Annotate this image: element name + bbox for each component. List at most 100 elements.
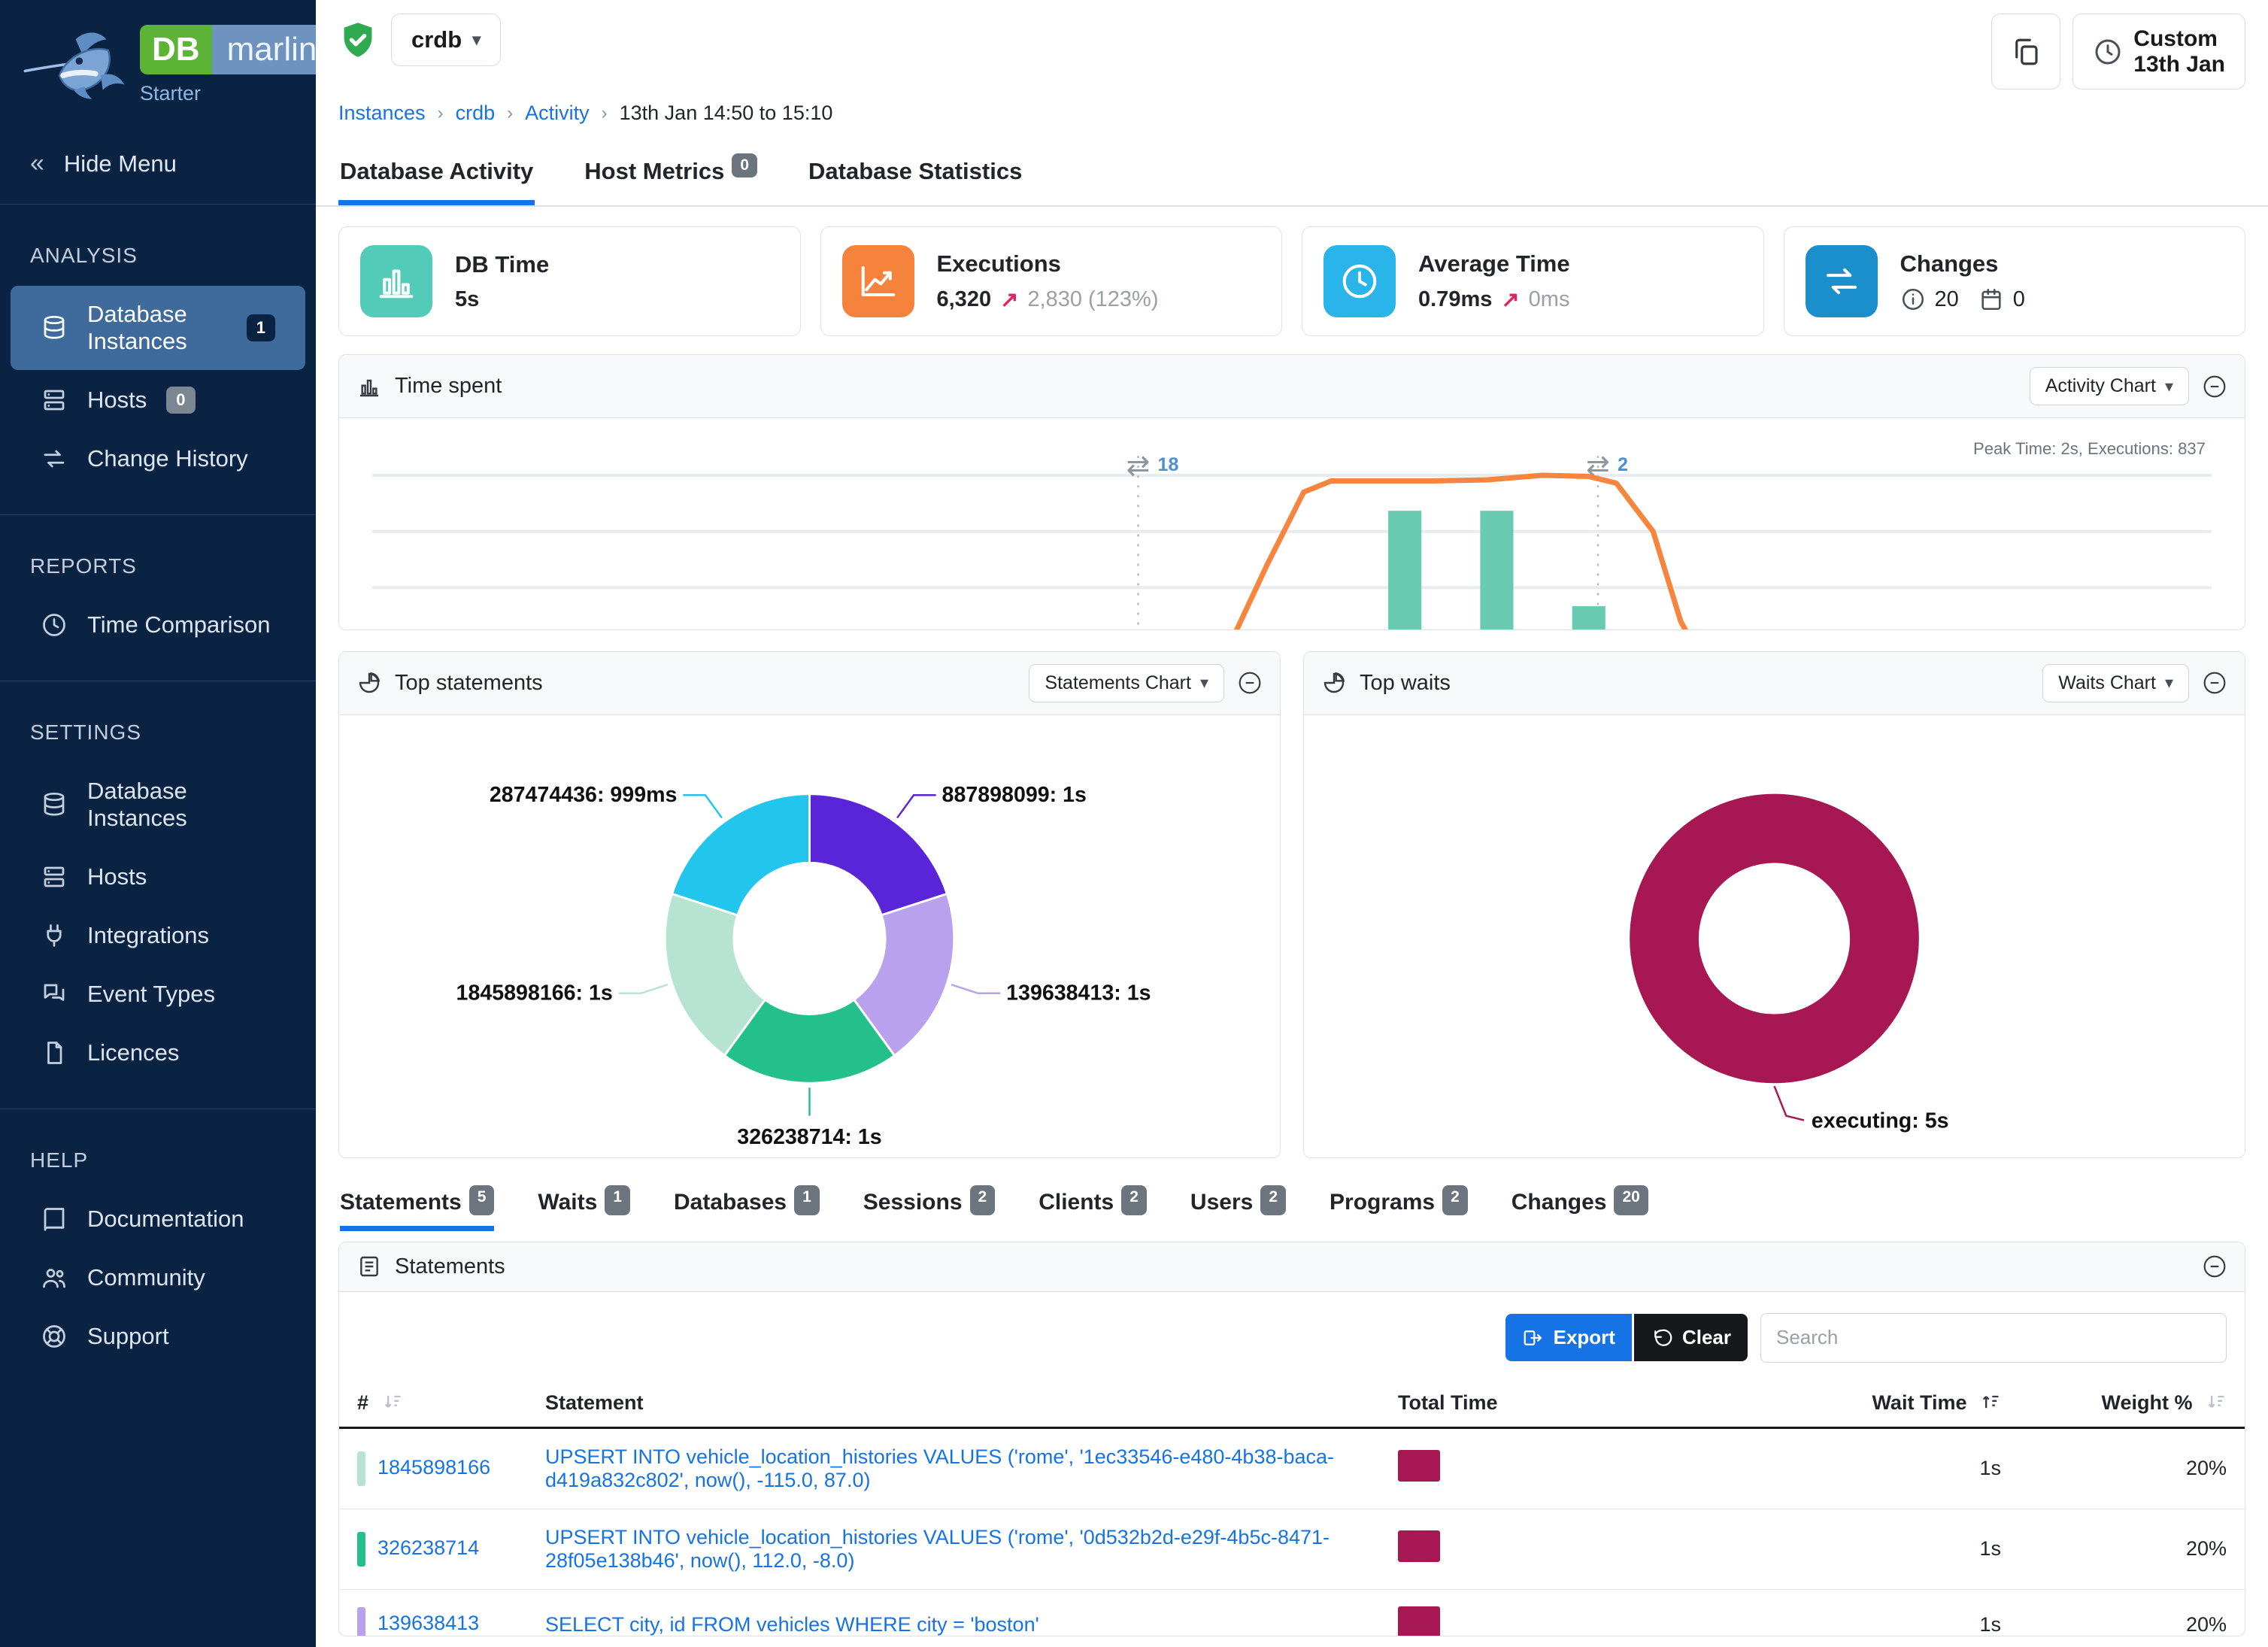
detail-tab-label: Programs [1330, 1189, 1436, 1215]
breadcrumb-instances[interactable]: Instances [338, 102, 426, 125]
detail-tab-statements[interactable]: Statements 5 [340, 1184, 495, 1231]
collapse-panel-icon[interactable] [1238, 671, 1262, 695]
detail-tab-databases[interactable]: Databases 1 [674, 1184, 820, 1231]
instance-selector-button[interactable]: crdb ▾ [391, 14, 502, 66]
executions-bar[interactable] [1388, 511, 1422, 629]
executions-bar[interactable] [1480, 511, 1514, 629]
sidebar-item-documentation[interactable]: Documentation [11, 1191, 305, 1248]
detail-tab-sessions[interactable]: Sessions 2 [863, 1184, 996, 1231]
statements-chart-select[interactable]: Statements Chart ▾ [1029, 663, 1224, 702]
statement-color-chip [357, 1607, 365, 1636]
donut-slice-887898099[interactable] [808, 792, 949, 917]
donut-slice-executing[interactable] [1630, 793, 1919, 1083]
column-header-total-time[interactable]: Total Time [1380, 1377, 1696, 1429]
kpi-card-executions: Executions 6,320 ↗ 2,830 (123%) [820, 226, 1282, 337]
total-time-bar [1398, 1450, 1440, 1482]
weight-value: 20% [2019, 1509, 2245, 1590]
sidebar-item-time-comparison[interactable]: Time Comparison [11, 596, 305, 654]
sidebar-item-label: Hosts [87, 387, 147, 413]
executions-bar[interactable] [1572, 606, 1605, 629]
waits-chart-select[interactable]: Waits Chart ▾ [2042, 663, 2189, 702]
caret-down-icon: ▾ [1199, 673, 1208, 693]
detail-tab-users[interactable]: Users 2 [1190, 1184, 1287, 1231]
sidebar-section-title: REPORTS [30, 554, 137, 578]
breadcrumb-activity[interactable]: Activity [525, 102, 590, 125]
clear-button[interactable]: Clear [1633, 1314, 1748, 1362]
sidebar-item-label: Database Instances [87, 778, 187, 831]
sidebar-item-integrations[interactable]: Integrations [11, 907, 305, 964]
sidebar-item-database-instances[interactable]: Database Instances 1 [11, 286, 305, 370]
tab-database-statistics[interactable]: Database Statistics [807, 147, 1023, 205]
donut-label: 287474436: 999ms [490, 783, 678, 807]
statements-body: Export Clear # [339, 1292, 2245, 1636]
tab-host-metrics[interactable]: Host Metrics 0 [583, 147, 759, 205]
donut-slice-139638413[interactable] [852, 892, 956, 1057]
breadcrumb-crdb[interactable]: crdb [455, 102, 496, 125]
doc-icon [41, 1206, 68, 1233]
detail-tab-changes[interactable]: Changes 20 [1511, 1184, 1648, 1231]
activity-chart-select[interactable]: Activity Chart ▾ [2029, 367, 2189, 406]
sidebar-item-support[interactable]: Support [11, 1308, 305, 1365]
sidebar-item-licences[interactable]: Licences [11, 1024, 305, 1081]
licence-icon [41, 1039, 68, 1066]
clock-icon [41, 611, 68, 638]
kpi-card-changes: Changes 20 0 [1783, 226, 2245, 337]
app-logo[interactable]: DB marlin Starter [0, 0, 316, 123]
time-range-button[interactable]: Custom 13th Jan [2072, 14, 2245, 90]
donut-slice-326238714[interactable] [723, 997, 896, 1084]
donut-chart-svg: executing: 5s [1630, 793, 1949, 1133]
column-header-wait-time[interactable]: Wait Time [1696, 1377, 2019, 1429]
statement-sql-link[interactable]: SELECT city, id FROM vehicles WHERE city… [545, 1612, 1039, 1636]
detail-tab-clients[interactable]: Clients 2 [1038, 1184, 1147, 1231]
pie-icon [1322, 671, 1346, 695]
caret-down-icon: ▾ [472, 30, 481, 49]
kpi-value-line: 20 0 [1900, 287, 2025, 312]
support-icon [41, 1323, 68, 1350]
export-button[interactable]: Export [1505, 1314, 1632, 1362]
sidebar-item-label: Database Instances [87, 301, 187, 354]
donut-slice-1845898166[interactable] [663, 892, 767, 1057]
collapse-panel-icon[interactable] [2203, 671, 2227, 695]
hide-menu-button[interactable]: « Hide Menu [0, 123, 316, 204]
statement-sql-link[interactable]: UPSERT INTO vehicle_location_histories V… [545, 1445, 1335, 1491]
collapse-panel-icon[interactable] [2203, 1254, 2227, 1278]
sidebar-item-change-history[interactable]: Change History [11, 430, 305, 487]
top-statements-donut: 887898099: 1s 139638413: 1s 326238714: 1s 1… [339, 715, 1280, 1157]
statement-id-link[interactable]: 1845898166 [377, 1455, 491, 1479]
kpi-card-db-time: DB Time 5s [338, 226, 801, 337]
column-header-weight[interactable]: Weight % [2019, 1377, 2245, 1429]
donut-slice-287474436[interactable] [670, 792, 811, 917]
tab-database-activity[interactable]: Database Activity [338, 147, 535, 206]
sidebar-item-hosts[interactable]: Hosts [11, 848, 305, 905]
pie-icon [357, 671, 381, 695]
sidebar-item-label: Documentation [87, 1206, 244, 1232]
sidebar-item-community[interactable]: Community [11, 1249, 305, 1306]
db-time-line[interactable] [402, 472, 2205, 629]
sidebar-item-hosts[interactable]: Hosts 0 [11, 372, 305, 429]
donut-label: 139638413: 1s [1006, 981, 1151, 1005]
sidebar-item-event-types[interactable]: Event Types [11, 966, 305, 1023]
detail-tab-label: Waits [538, 1189, 598, 1215]
trend-up-icon: ↗ [1501, 287, 1520, 312]
column-header-id[interactable]: # [339, 1377, 527, 1429]
detail-tab-badge: 5 [468, 1184, 495, 1215]
sidebar-item-badge: 1 [246, 314, 275, 341]
statement-id-link[interactable]: 139638413 [377, 1612, 480, 1635]
sidebar-item-database-instances[interactable]: Database Instances [11, 763, 305, 847]
sidebar-item-label: Integrations [87, 922, 209, 948]
detail-tab-waits[interactable]: Waits 1 [538, 1184, 630, 1231]
plan-label: Starter [140, 81, 202, 105]
collapse-panel-icon[interactable] [2203, 375, 2227, 399]
sidebar-section-settings: SETTINGS Database Instances Hosts Integrati… [0, 681, 316, 1109]
column-header-statement[interactable]: Statement [527, 1377, 1380, 1429]
detail-tab-badge: 1 [605, 1184, 630, 1215]
sidebar: DB marlin Starter « Hide Menu ANALYSIS Dat… [0, 0, 316, 1647]
kpi-row: DB Time 5s Executions 6,320 ↗ 2,830 (123%) Ave… [316, 207, 2268, 344]
statement-sql-link[interactable]: UPSERT INTO vehicle_location_histories V… [545, 1525, 1330, 1572]
logo-marlin-badge: marlin [211, 24, 316, 74]
detail-tab-programs[interactable]: Programs 2 [1330, 1184, 1468, 1231]
breadcrumb-separator-icon: › [601, 102, 608, 123]
copy-link-button[interactable] [1991, 14, 2061, 90]
search-input[interactable] [1760, 1312, 2227, 1363]
statement-id-link[interactable]: 326238714 [377, 1536, 480, 1559]
